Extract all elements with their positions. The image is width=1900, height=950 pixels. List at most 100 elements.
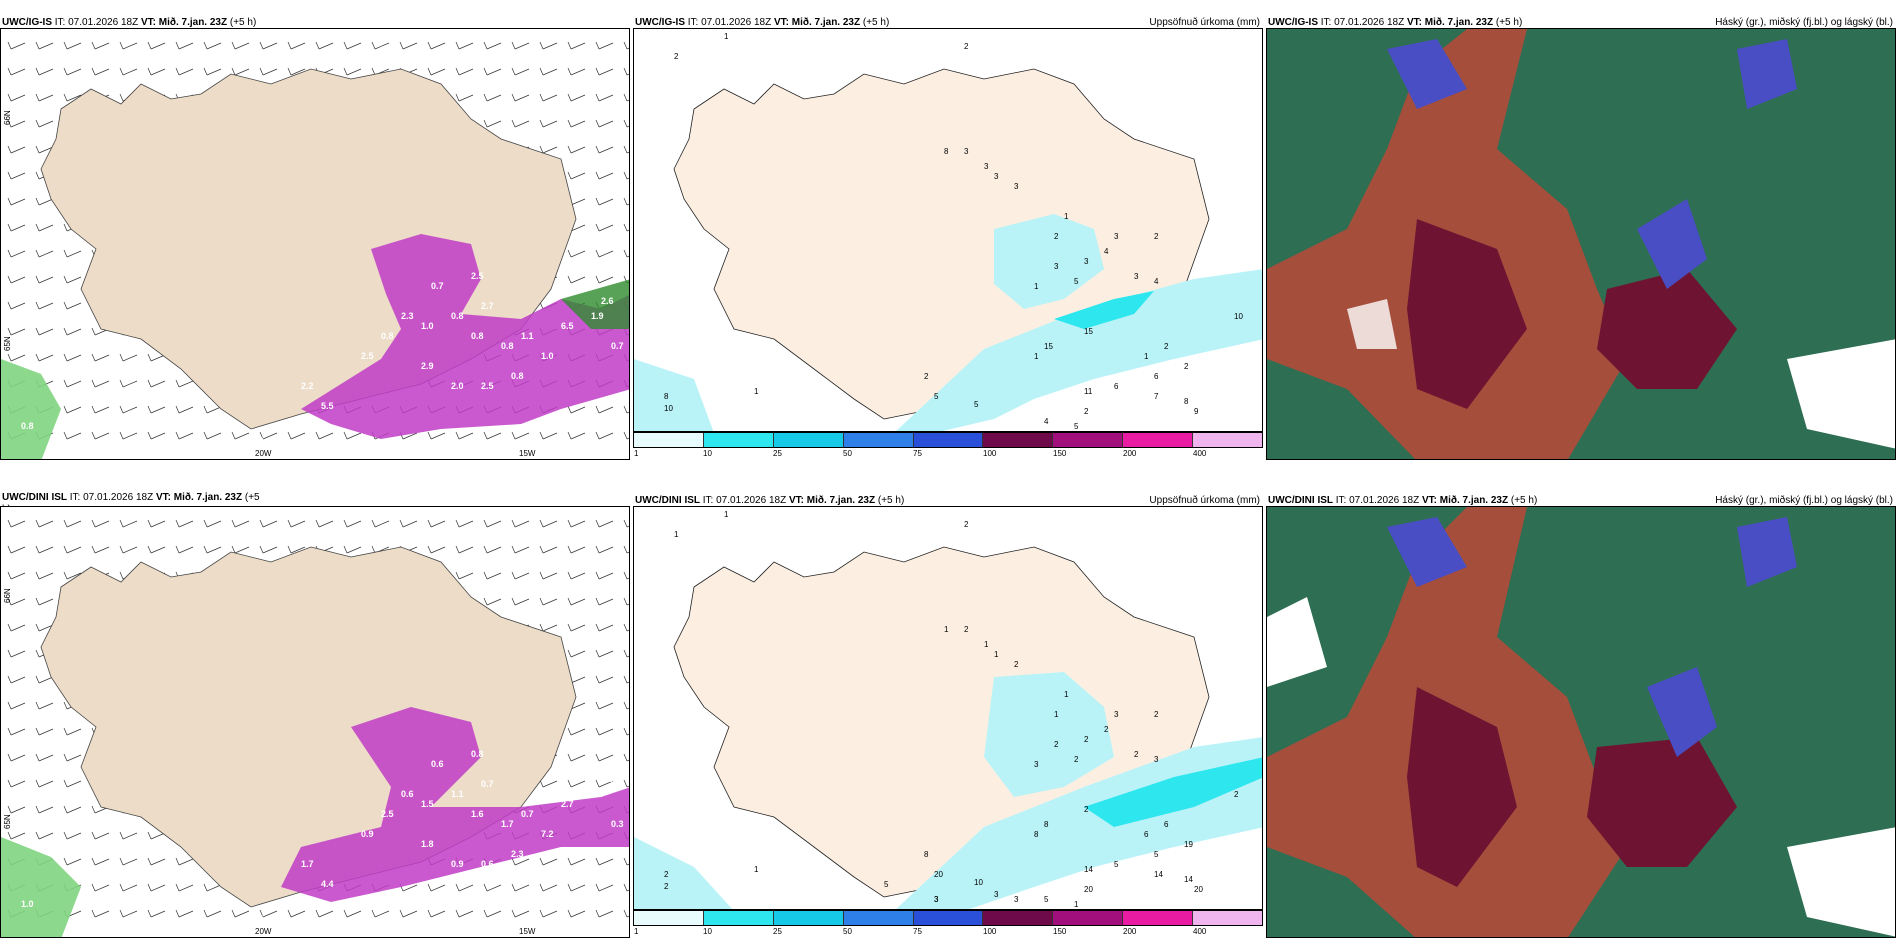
value-label: 0.8 (511, 371, 524, 381)
wind-barb (315, 431, 334, 440)
value-label: 4 (1044, 417, 1049, 426)
cloud-map (1266, 506, 1896, 938)
value-label: 1 (754, 387, 759, 396)
lon-label-15w: 15W (519, 927, 536, 936)
wind-barb (7, 119, 26, 128)
cloud-layer-maroon (1407, 687, 1517, 887)
value-label: 7.2 (541, 829, 554, 839)
legend-swatches (633, 432, 1263, 448)
wind-barb (623, 649, 629, 658)
value-label: 5 (1074, 277, 1079, 286)
wind-barb (91, 831, 110, 840)
wind-barb (511, 883, 530, 892)
wind-barb (539, 519, 558, 528)
map-title: Uppsöfnuð úrkoma (mm) (1149, 17, 1260, 28)
wind-barb (63, 831, 82, 840)
wind-barb (91, 41, 110, 50)
value-label: 1.5 (421, 799, 434, 809)
it-value: 07.01.2026 18Z (68, 17, 139, 28)
value-label: 5 (884, 880, 889, 889)
legend-tick: 50 (843, 927, 852, 936)
wind-barb (7, 223, 26, 232)
cloud-layer-blue-n (1387, 39, 1467, 109)
wind-barb (595, 727, 614, 736)
map-title: Háský (gr.), miðský (fj.bl.) og lágský (… (1715, 17, 1893, 28)
wind-barb (567, 545, 586, 554)
wind-barb (119, 519, 138, 528)
model-name: UWC/IG-IS (635, 17, 685, 28)
value-label: 8 (1184, 397, 1189, 406)
legend-swatch (1193, 433, 1263, 447)
value-label: 10 (1234, 312, 1243, 321)
wind-barb (119, 431, 138, 440)
value-label: 3 (984, 162, 989, 171)
value-label: 0.7 (481, 779, 494, 789)
wind-barb (623, 753, 629, 762)
cloud-layer-blue (1637, 199, 1707, 289)
vt-label: VT: (1406, 17, 1422, 28)
vt-value: Mið. 7.jan. 23Z (1439, 495, 1509, 506)
model-name: UWC/IG-IS (2, 17, 52, 28)
wind-barb (455, 41, 474, 50)
value-label: 0.8 (451, 311, 464, 321)
wind-barb (63, 249, 82, 258)
wind-barb (35, 545, 54, 554)
legend-swatch (1193, 911, 1263, 925)
value-label: 1.9 (591, 311, 604, 321)
wind-barb (567, 431, 586, 440)
wind-barb (567, 145, 586, 154)
wind-barb (63, 519, 82, 528)
wind-barb (63, 353, 82, 362)
value-label: 1.8 (421, 839, 434, 849)
value-label: 0.6 (481, 859, 494, 869)
wind-barb (623, 67, 629, 76)
wind-barb (539, 145, 558, 154)
it-value: 07.01.2026 18Z (701, 17, 772, 28)
value-label: 3 (1014, 182, 1019, 191)
value-label: 1 (724, 32, 729, 41)
wind-barb (623, 93, 629, 102)
wind-barb (399, 909, 418, 918)
wind-barb (483, 909, 502, 918)
value-label: 2.7 (481, 301, 494, 311)
wind-barb (7, 275, 26, 284)
value-label: 5 (1154, 850, 1159, 859)
wind-barb (623, 119, 629, 128)
wind-barb (539, 67, 558, 76)
wind-barb (623, 197, 629, 206)
vt-value: Mið. 7.jan. 23Z (806, 495, 876, 506)
lead-time: (+5 h) (1510, 495, 1538, 506)
wind-barb (427, 41, 446, 50)
value-label: 20 (1084, 885, 1093, 894)
wind-barb (343, 431, 362, 440)
value-label: 2.3 (511, 849, 524, 859)
value-label: 2 (1054, 232, 1059, 241)
lead-time: (+5 h) (1495, 17, 1523, 28)
cloud-map-svg (1267, 29, 1895, 459)
wind-barb (35, 275, 54, 284)
value-label: 2.5 (361, 351, 374, 361)
wind-barb (483, 883, 502, 892)
wind-barb (539, 545, 558, 554)
wind-barb (483, 119, 502, 128)
wind-barb (7, 67, 26, 76)
wind-barb (567, 727, 586, 736)
color-legend: 1 10 25 50 75 100 150 200 400 (633, 432, 1263, 460)
wind-barb (623, 171, 629, 180)
wind-barb (427, 519, 446, 528)
wind-barb (91, 67, 110, 76)
wind-barb (7, 301, 26, 310)
vt-label: VT: (788, 495, 804, 506)
wind-barb (455, 519, 474, 528)
lat-label-66n: 66N (3, 588, 12, 603)
value-label: 2 (1084, 407, 1089, 416)
legend-tick: 150 (1053, 449, 1067, 458)
wind-barb (343, 519, 362, 528)
wind-barb (91, 353, 110, 362)
panel-header: UWC/IG-IS IT: 07.01.2026 18Z VT: Mið. 7.… (635, 17, 889, 29)
wind-barb (287, 545, 306, 554)
wind-barb (147, 909, 166, 918)
wind-barb (35, 93, 54, 102)
wind-barb (35, 597, 54, 606)
wind-barb (7, 805, 26, 814)
